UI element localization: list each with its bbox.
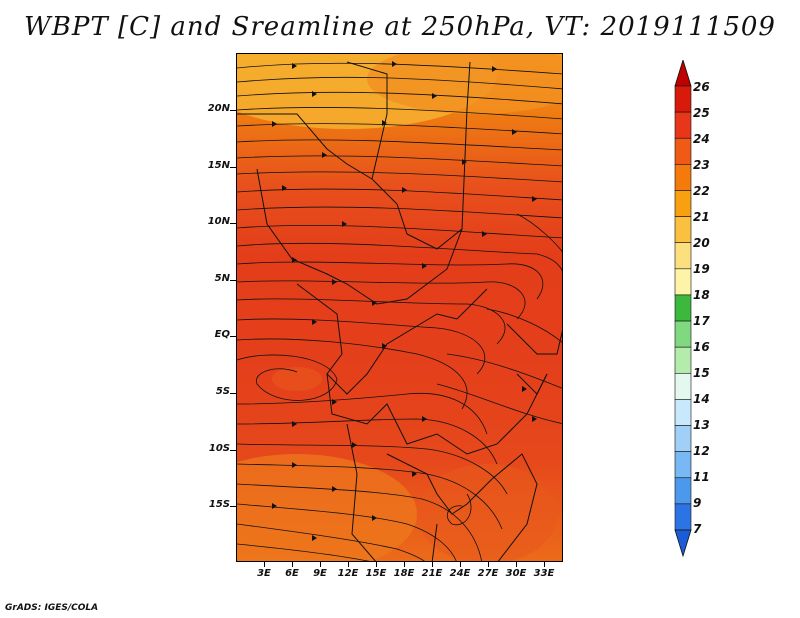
colorbar-label-12: 12 bbox=[693, 444, 710, 458]
lat-tick bbox=[230, 167, 236, 168]
lon-tick bbox=[264, 562, 265, 567]
colorbar-label-24: 24 bbox=[693, 132, 710, 146]
colorbar-label-14: 14 bbox=[693, 392, 710, 406]
colorbar-cell bbox=[674, 503, 692, 531]
colorbar-label-19: 19 bbox=[693, 262, 710, 276]
lat-label-20n: 20N bbox=[207, 103, 230, 114]
lon-label-18e: 18E bbox=[393, 568, 415, 579]
lon-label-30e: 30E bbox=[505, 568, 527, 579]
colorbar-cell bbox=[674, 477, 692, 505]
colorbar-cell bbox=[674, 399, 692, 426]
lon-tick bbox=[488, 562, 489, 567]
lon-label-6e: 6E bbox=[285, 568, 299, 579]
colorbar-cell bbox=[674, 425, 692, 452]
colorbar bbox=[674, 60, 692, 558]
colorbar-cell bbox=[674, 190, 692, 217]
lat-tick bbox=[230, 393, 236, 394]
lon-label-15e: 15E bbox=[365, 568, 387, 579]
lon-label-3e: 3E bbox=[257, 568, 271, 579]
colorbar-label-11: 11 bbox=[693, 470, 710, 484]
colorbar-label-15: 15 bbox=[693, 366, 710, 380]
colorbar-cell bbox=[674, 242, 692, 270]
lat-tick bbox=[230, 110, 236, 111]
colorbar-label-13: 13 bbox=[693, 418, 710, 432]
colorbar-label-17: 17 bbox=[693, 314, 710, 328]
lat-label-5n: 5N bbox=[214, 273, 230, 284]
lat-tick bbox=[230, 450, 236, 451]
lat-label-15n: 15N bbox=[207, 160, 230, 171]
colorbar-label-21: 21 bbox=[693, 210, 710, 224]
colorbar-label-20: 20 bbox=[693, 236, 710, 250]
lat-label-10n: 10N bbox=[207, 216, 230, 227]
colorbar-cell bbox=[674, 137, 692, 165]
lon-tick bbox=[320, 562, 321, 567]
lon-label-33e: 33E bbox=[533, 568, 555, 579]
colorbar-cell bbox=[674, 216, 692, 244]
colorbar-cell bbox=[674, 111, 692, 139]
colorbar-label-16: 16 bbox=[693, 340, 710, 354]
colorbar-label-26: 26 bbox=[693, 80, 710, 94]
lon-label-27e: 27E bbox=[477, 568, 499, 579]
lon-tick bbox=[516, 562, 517, 567]
lon-tick bbox=[348, 562, 349, 567]
vortex-center bbox=[272, 367, 322, 391]
streamline-layer bbox=[237, 54, 562, 561]
colorbar-cell bbox=[674, 294, 692, 322]
colorbar-cells bbox=[674, 85, 692, 531]
colorbar-bottom-arrow bbox=[674, 529, 692, 558]
orange-area-southeast bbox=[417, 464, 557, 561]
colorbar-cell bbox=[674, 164, 692, 191]
colorbar-label-18: 18 bbox=[693, 288, 710, 302]
colorbar-label-7: 7 bbox=[693, 522, 702, 536]
colorbar-cell bbox=[674, 372, 692, 400]
country-borders bbox=[237, 61, 562, 561]
lat-label-eq: EQ bbox=[214, 329, 230, 340]
lon-tick bbox=[404, 562, 405, 567]
colorbar-label-25: 25 bbox=[693, 106, 710, 120]
lon-tick bbox=[544, 562, 545, 567]
colorbar-top-arrow bbox=[674, 60, 692, 87]
lat-tick bbox=[230, 336, 236, 337]
lon-tick bbox=[376, 562, 377, 567]
colorbar-cell bbox=[674, 320, 692, 348]
lon-label-12e: 12E bbox=[337, 568, 359, 579]
lon-tick bbox=[460, 562, 461, 567]
lon-label-24e: 24E bbox=[449, 568, 471, 579]
lon-label-9e: 9E bbox=[313, 568, 327, 579]
map-panel bbox=[236, 53, 563, 562]
grads-credit: GrADS: IGES/COLA bbox=[5, 603, 99, 613]
lat-tick bbox=[230, 223, 236, 224]
lat-label-15s: 15S bbox=[208, 499, 230, 510]
lat-label-10s: 10S bbox=[208, 443, 230, 454]
lat-tick bbox=[230, 280, 236, 281]
colorbar-cell bbox=[674, 346, 692, 374]
lon-tick bbox=[292, 562, 293, 567]
orange-area-southwest bbox=[237, 454, 417, 561]
colorbar-label-22: 22 bbox=[693, 184, 710, 198]
plot-title: WBPT [C] and Sreamline at 250hPa, VT: 20… bbox=[24, 12, 776, 42]
colorbar-cell bbox=[674, 85, 692, 113]
colorbar-cell bbox=[674, 268, 692, 296]
lon-tick bbox=[432, 562, 433, 567]
warm-band-northeast bbox=[367, 54, 562, 114]
streamline-arrows bbox=[272, 61, 537, 541]
colorbar-label-9: 9 bbox=[693, 496, 702, 510]
lat-label-5s: 5S bbox=[215, 386, 230, 397]
colorbar-cell bbox=[674, 451, 692, 479]
lat-tick bbox=[230, 506, 236, 507]
lon-label-21e: 21E bbox=[421, 568, 443, 579]
colorbar-label-23: 23 bbox=[693, 158, 710, 172]
